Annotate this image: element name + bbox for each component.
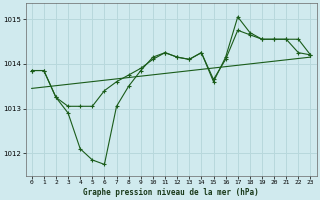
- X-axis label: Graphe pression niveau de la mer (hPa): Graphe pression niveau de la mer (hPa): [83, 188, 259, 197]
